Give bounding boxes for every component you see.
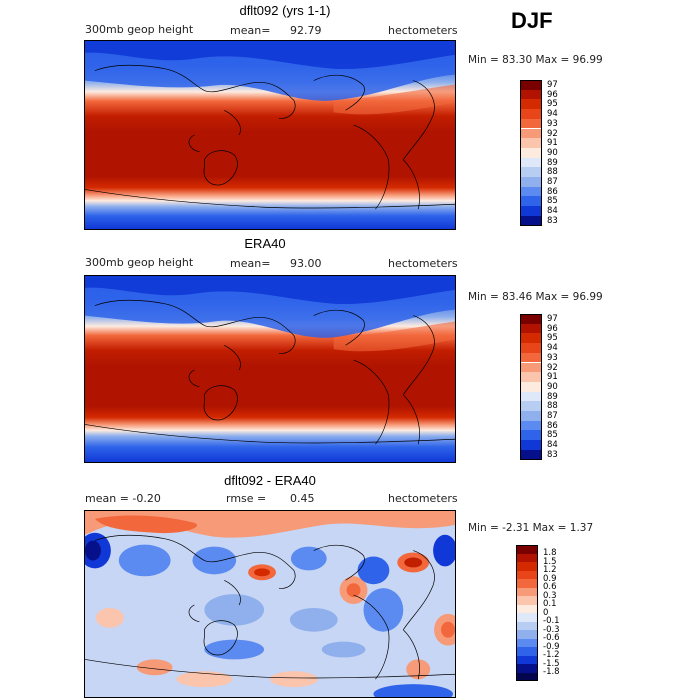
colorbar-label: 87 bbox=[547, 411, 558, 421]
colorbar-label: 97 bbox=[547, 80, 558, 90]
colorbar-frame bbox=[516, 545, 538, 681]
colorbar-label: 93 bbox=[547, 118, 558, 129]
colorbar-label: 0.9 bbox=[543, 573, 557, 584]
colorbar-label: 97 bbox=[547, 314, 558, 324]
panel-1-minmax: Min = 83.30 Max = 96.99 bbox=[468, 54, 603, 66]
colorbar-label: 91 bbox=[547, 138, 558, 149]
colorbar-label: 86 bbox=[547, 420, 558, 431]
colorbar-label: 92 bbox=[547, 128, 558, 139]
colorbar-label: 89 bbox=[547, 157, 558, 168]
colorbar-label: 87 bbox=[547, 177, 558, 187]
colorbar-label: -1.2 bbox=[543, 650, 560, 660]
colorbar-label: 85 bbox=[547, 430, 558, 441]
colorbar-label: 95 bbox=[547, 99, 558, 110]
colorbar-label: 89 bbox=[547, 391, 558, 402]
panel-2-map bbox=[84, 275, 456, 463]
colorbar-label: 84 bbox=[547, 206, 558, 217]
colorbar-label: -0.3 bbox=[543, 624, 560, 635]
colorbar-label: 84 bbox=[547, 440, 558, 451]
colorbar-label: 93 bbox=[547, 352, 558, 363]
colorbar-label: 88 bbox=[547, 401, 558, 412]
panel-1-mean-label: mean= bbox=[230, 24, 271, 37]
panel-3-rmse-value: 0.45 bbox=[290, 492, 315, 505]
colorbar-label: 96 bbox=[547, 323, 558, 334]
colorbar-label: 86 bbox=[547, 186, 558, 197]
panel-2-mean-label: mean= bbox=[230, 257, 271, 270]
panel-3-minmax: Min = -2.31 Max = 1.37 bbox=[468, 522, 594, 534]
colorbar-label: 92 bbox=[547, 362, 558, 373]
panel-3-rmse-label: rmse = bbox=[226, 492, 267, 505]
colorbar-label: 95 bbox=[547, 333, 558, 344]
colorbar-label: 83 bbox=[547, 215, 558, 226]
colorbar-label: -0.9 bbox=[543, 641, 560, 652]
colorbar-label: 94 bbox=[547, 109, 558, 120]
colorbar-label: 1.2 bbox=[543, 565, 557, 575]
colorbar-label: -0.1 bbox=[543, 616, 560, 626]
colorbar-label: -0.6 bbox=[543, 633, 560, 643]
panel-2-units: hectometers bbox=[388, 257, 458, 270]
colorbar-label: 0.6 bbox=[543, 582, 557, 592]
panel-3-map bbox=[84, 510, 456, 698]
colorbar-frame bbox=[520, 80, 542, 226]
colorbar-label: 1.5 bbox=[543, 556, 557, 567]
colorbar-label: 90 bbox=[547, 147, 558, 158]
panel-1-mean-value: 92.79 bbox=[290, 24, 322, 37]
colorbar-label: 96 bbox=[547, 89, 558, 100]
colorbar-label: 94 bbox=[547, 343, 558, 354]
panel-1-title: dflt092 (yrs 1-1) bbox=[239, 3, 331, 18]
panel-1-variable-label: 300mb geop height bbox=[85, 23, 194, 36]
colorbar-label: 0 bbox=[543, 607, 549, 618]
colorbar-label: 91 bbox=[547, 372, 558, 383]
colorbar-label: 0.1 bbox=[543, 599, 557, 609]
panel-3-mean-label: mean = -0.20 bbox=[85, 492, 161, 505]
panel-1-units: hectometers bbox=[388, 24, 458, 37]
colorbar-label: 83 bbox=[547, 449, 558, 460]
panel-1-map bbox=[84, 40, 456, 230]
colorbar-label: 88 bbox=[547, 167, 558, 178]
colorbar-label: -1.5 bbox=[543, 658, 560, 669]
colorbar-label: 90 bbox=[547, 381, 558, 392]
season-label: DJF bbox=[511, 8, 553, 33]
colorbar-frame bbox=[520, 314, 542, 460]
panel-3-title: dflt092 - ERA40 bbox=[224, 473, 316, 488]
colorbar-label: 0.3 bbox=[543, 590, 557, 601]
colorbar-label: 1.8 bbox=[543, 548, 557, 558]
panel-2-title: ERA40 bbox=[244, 236, 286, 251]
panel-3-units: hectometers bbox=[388, 492, 458, 505]
panel-2-mean-value: 93.00 bbox=[290, 257, 322, 270]
colorbar-label: 85 bbox=[547, 196, 558, 207]
panel-2-minmax: Min = 83.46 Max = 96.99 bbox=[468, 291, 603, 303]
panel-2-variable-label: 300mb geop height bbox=[85, 256, 194, 269]
colorbar-label: -1.8 bbox=[543, 667, 560, 677]
